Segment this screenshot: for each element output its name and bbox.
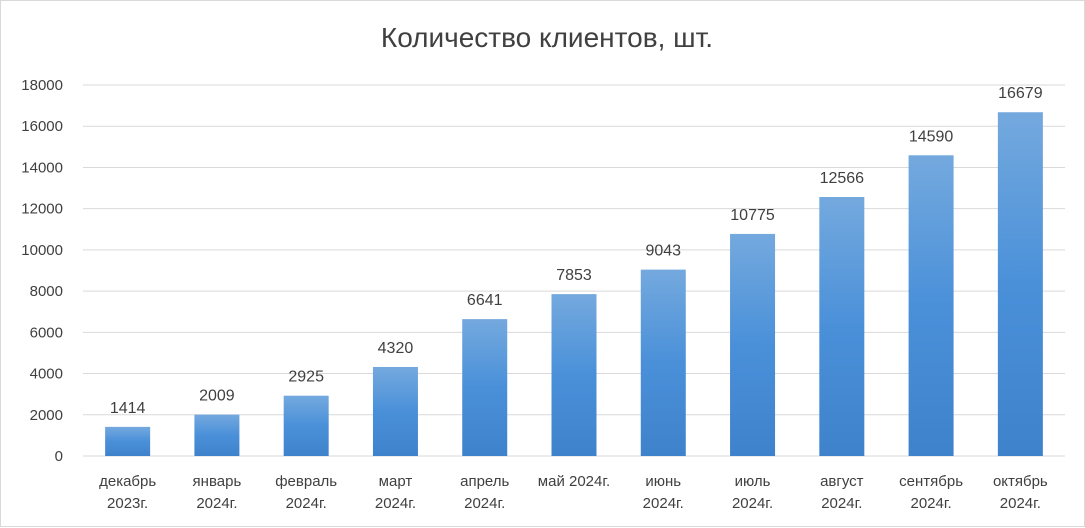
bar xyxy=(908,155,954,457)
bar xyxy=(105,426,151,456)
x-tick-label: июль 2024г. xyxy=(732,473,773,512)
y-tick-label: 6000 xyxy=(30,324,63,341)
x-tick-label: апрель 2024г. xyxy=(460,473,509,512)
x-tick-label: сентябрь 2024г. xyxy=(899,473,963,512)
data-label: 14590 xyxy=(909,128,954,145)
data-label: 2925 xyxy=(288,369,324,386)
y-tick-label: 12000 xyxy=(21,201,63,218)
data-labels: 1414 2009 2925 4320 6641 7853 9043 10775 12566 14… xyxy=(110,85,1043,417)
bar xyxy=(730,233,776,456)
data-label: 7853 xyxy=(556,267,592,284)
data-label: 6641 xyxy=(467,292,503,309)
x-tick-label: март 2024г. xyxy=(375,473,416,512)
y-tick-label: 2000 xyxy=(30,407,63,424)
y-tick-label: 14000 xyxy=(21,159,63,176)
y-tick-label: 10000 xyxy=(21,242,63,259)
grid xyxy=(83,84,1065,457)
x-tick-label: январь 2024г. xyxy=(193,473,242,512)
x-axis: декабрь 2023г. январь 2024г. февраль 2024г. ма… xyxy=(99,473,1048,512)
bar xyxy=(194,414,240,456)
x-tick-label: октябрь 2024г. xyxy=(993,473,1048,512)
x-tick-label: июнь 2024г. xyxy=(643,473,684,512)
data-label: 12566 xyxy=(820,170,865,187)
y-tick-label: 18000 xyxy=(21,77,63,94)
bar xyxy=(640,269,686,456)
bar xyxy=(283,395,329,456)
y-tick-label: 16000 xyxy=(21,118,63,135)
x-tick-label: май 2024г. xyxy=(538,473,610,490)
chart-title: Количество клиентов, шт. xyxy=(381,22,713,53)
bar xyxy=(372,366,418,456)
y-tick-label: 4000 xyxy=(30,366,63,383)
data-label: 10775 xyxy=(730,207,775,224)
data-label: 9043 xyxy=(645,243,681,260)
y-axis: 0 2000 4000 6000 8000 10000 12000 14000 16000 180… xyxy=(21,77,63,465)
data-label: 2009 xyxy=(199,388,235,405)
data-label: 4320 xyxy=(378,340,414,357)
bar xyxy=(551,294,597,456)
data-label: 1414 xyxy=(110,400,146,417)
bars xyxy=(105,112,1043,457)
bar xyxy=(819,197,865,456)
bar xyxy=(997,112,1043,456)
y-tick-label: 0 xyxy=(55,448,63,465)
x-tick-label: декабрь 2023г. xyxy=(99,473,156,512)
data-label: 16679 xyxy=(998,85,1043,102)
y-tick-label: 8000 xyxy=(30,283,63,300)
bar xyxy=(462,319,508,456)
x-tick-label: февраль 2024г. xyxy=(275,473,337,512)
x-tick-label: август 2024г. xyxy=(820,473,864,512)
